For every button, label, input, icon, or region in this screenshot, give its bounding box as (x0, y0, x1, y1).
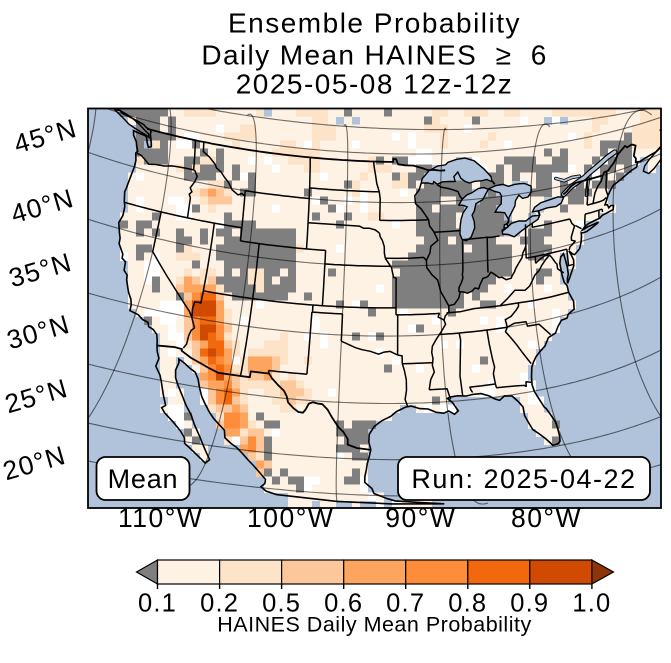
svg-text:0.8: 0.8 (448, 590, 487, 618)
svg-text:0.6: 0.6 (324, 590, 363, 618)
svg-text:0.2: 0.2 (200, 590, 239, 618)
svg-text:0.7: 0.7 (386, 590, 425, 618)
svg-text:0.1: 0.1 (138, 590, 177, 618)
svg-text:Ensemble Probability: Ensemble Probability (228, 8, 521, 39)
svg-text:40°N: 40°N (8, 183, 78, 229)
svg-text:Run: 2025-04-22: Run: 2025-04-22 (411, 464, 636, 494)
svg-text:Mean: Mean (108, 464, 179, 494)
svg-text:Daily Mean HAINES ≥ 6: Daily Mean HAINES ≥ 6 (201, 40, 547, 71)
svg-text:35°N: 35°N (6, 247, 76, 293)
svg-text:25°N: 25°N (2, 373, 72, 419)
svg-text:80°W: 80°W (511, 503, 582, 533)
svg-text:20°N: 20°N (0, 440, 69, 486)
svg-text:100°W: 100°W (247, 503, 334, 533)
svg-text:45°N: 45°N (11, 113, 81, 159)
svg-text:0.9: 0.9 (510, 590, 549, 618)
svg-text:HAINES Daily Mean Probability: HAINES Daily Mean Probability (217, 613, 531, 637)
svg-text:90°W: 90°W (385, 503, 456, 533)
svg-text:30°N: 30°N (4, 309, 74, 355)
svg-text:110°W: 110°W (118, 503, 203, 533)
svg-text:2025-05-08 12z-12z: 2025-05-08 12z-12z (236, 69, 514, 100)
svg-text:0.5: 0.5 (262, 590, 301, 618)
svg-text:1.0: 1.0 (572, 590, 611, 618)
